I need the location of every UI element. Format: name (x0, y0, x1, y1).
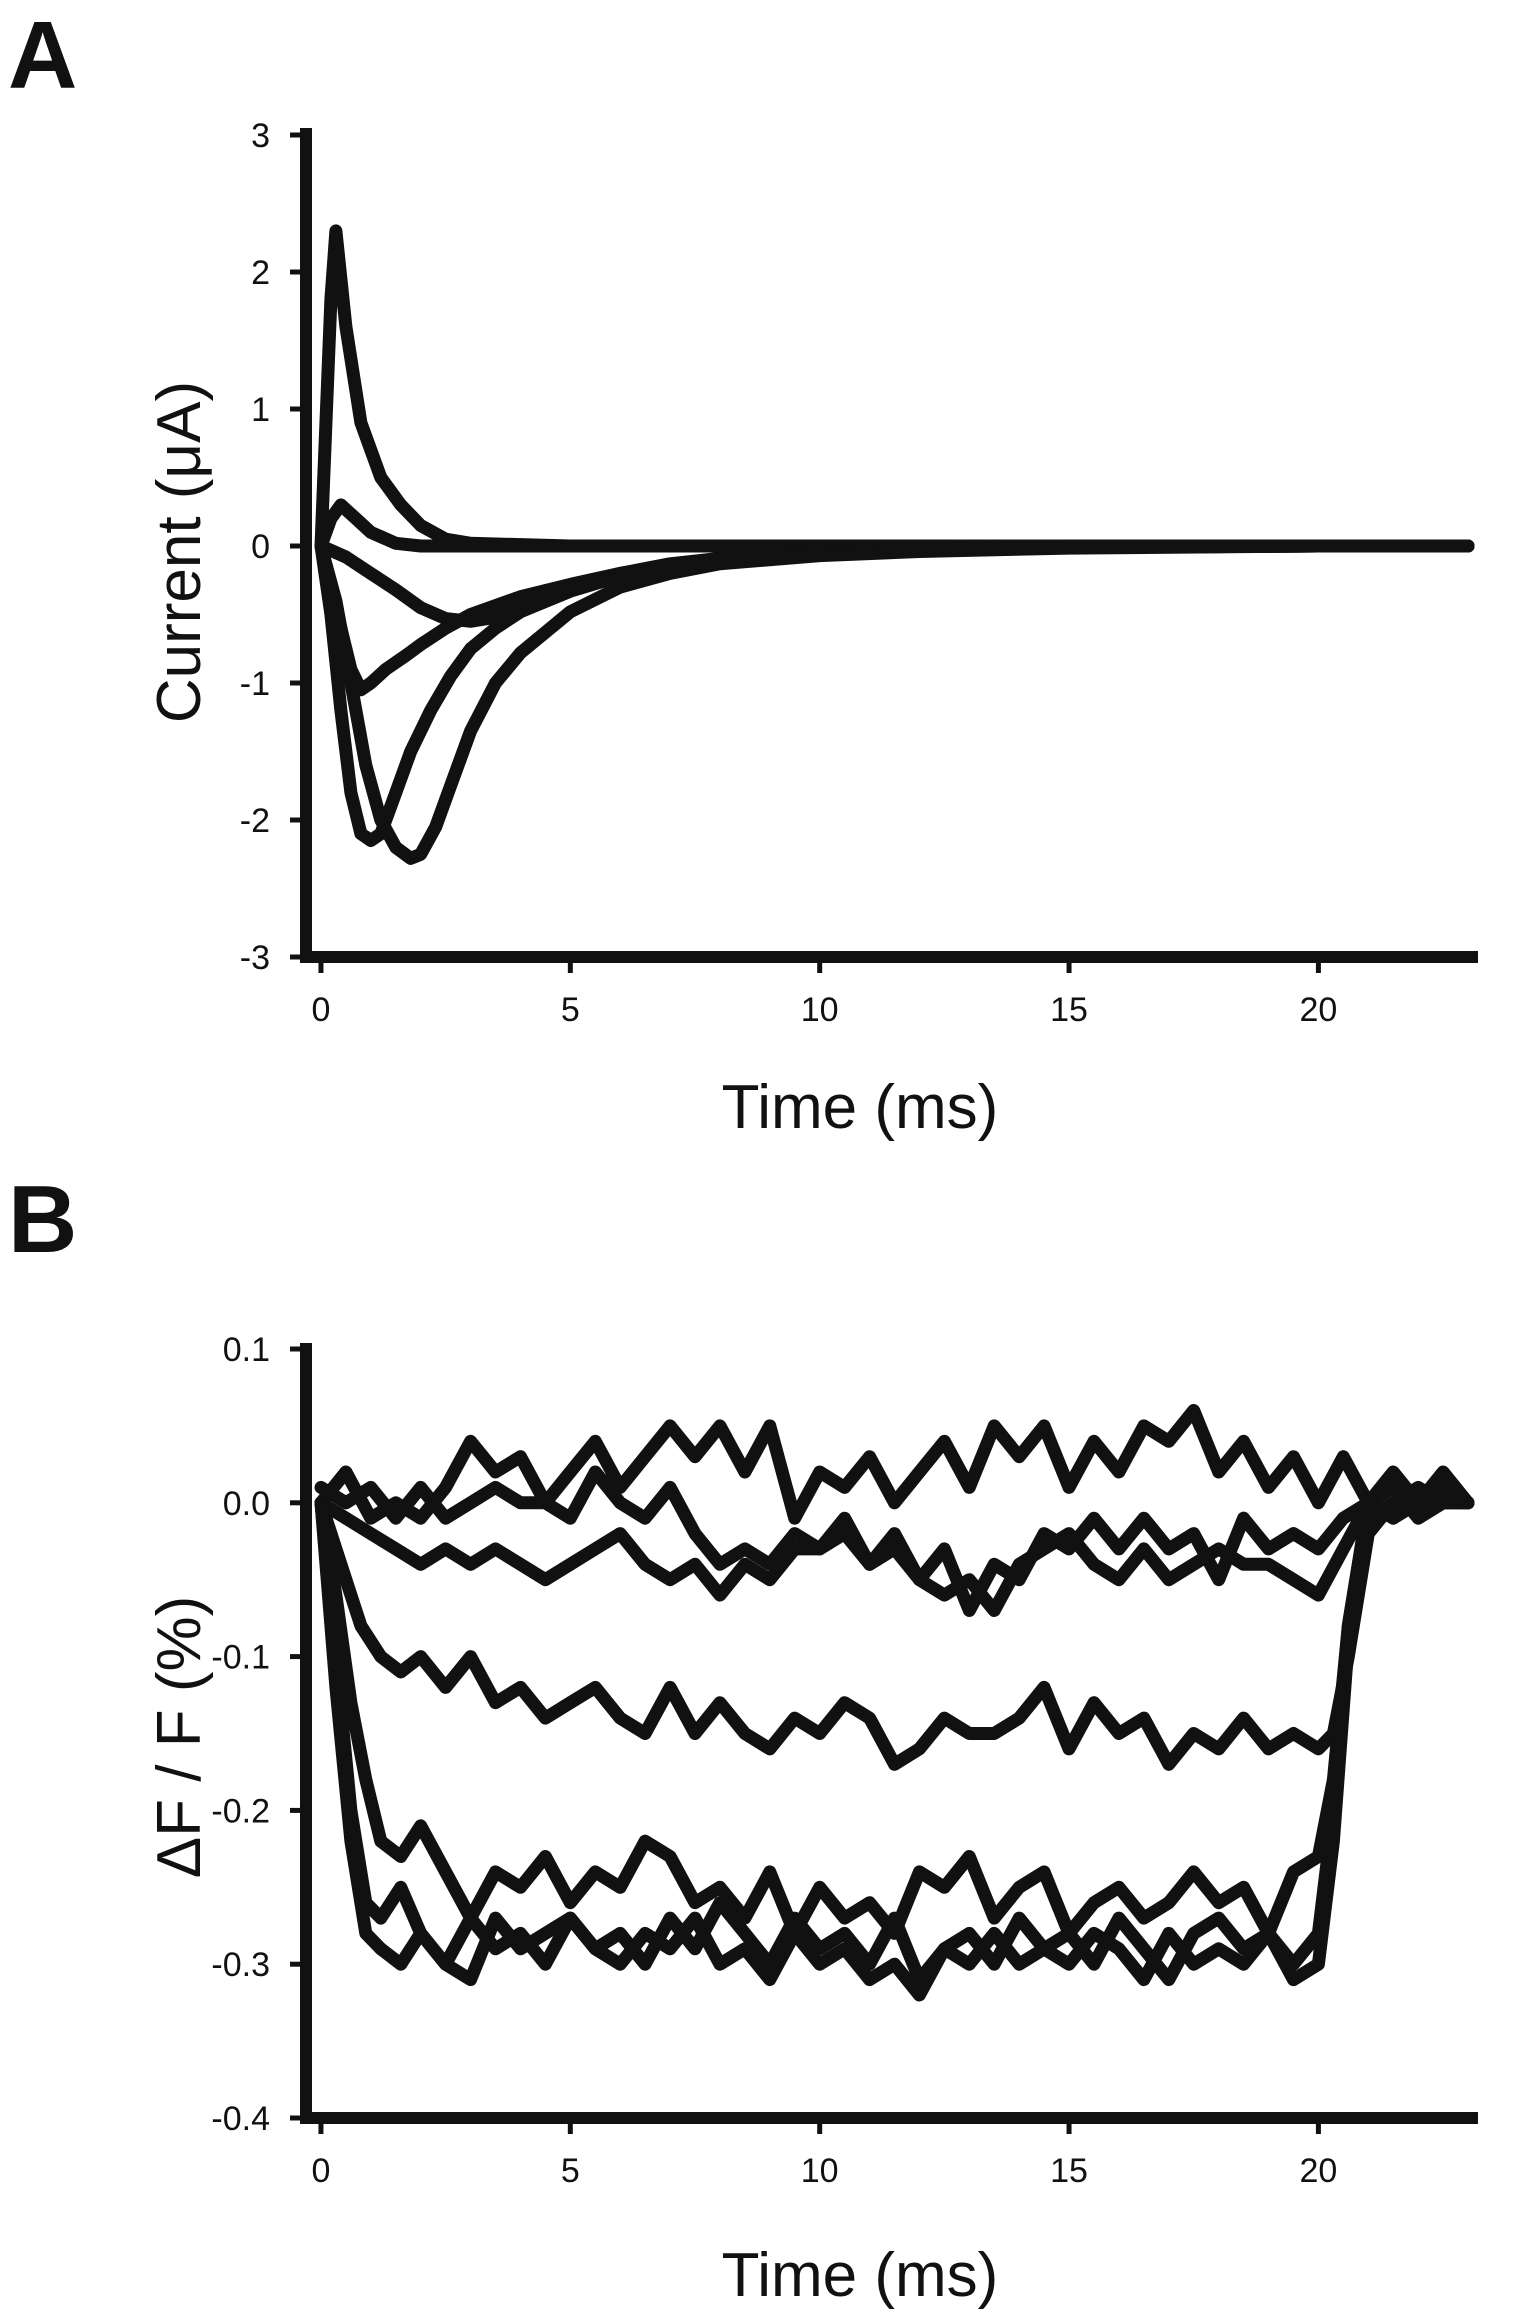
panel-a-y-tick-label: 2 (251, 254, 270, 292)
panel-b-x-ticks: 0 5 10 15 20 (312, 2118, 1337, 2190)
panel-a-y-tick-label: -3 (240, 939, 270, 977)
panel-b-trace-5 (314, 1480, 1475, 1940)
panel-b-trace-4 (314, 1480, 1475, 1771)
panel-a-x-tick-label: 15 (1050, 991, 1088, 1029)
panel-b-x-tick-label: 15 (1050, 2152, 1088, 2190)
panel-a-y-ticks: 3 2 1 0 -1 -2 -3 (240, 117, 306, 977)
panel-b-trace-7 (314, 1480, 1475, 2002)
panel-b-y-tick-label: -0.2 (211, 1792, 270, 1830)
panel-a-x-tick-label: 5 (561, 991, 580, 1029)
panel-a-y-axis-label: Current (μA) (145, 381, 214, 723)
panel-a-x-tick-label: 10 (801, 991, 839, 1029)
panel-a-trace-6 (314, 539, 1475, 865)
panel-a-traces (314, 224, 1475, 865)
panel-a-x-tick-label: 0 (312, 991, 331, 1029)
panel-a-x-tick-label: 20 (1299, 991, 1337, 1029)
panel-b-traces (314, 1404, 1475, 2002)
panel-a-x-axis-label: Time (ms) (722, 1073, 999, 1142)
panel-b-y-tick-label: -0.1 (211, 1639, 270, 1677)
panel-b-y-axis-label: ΔF / F (%) (145, 1596, 214, 1878)
panel-b-trace-3 (314, 1480, 1475, 1617)
panel-a-letter: A (8, 2, 77, 109)
panel-b-trace-1 (314, 1404, 1475, 1525)
panel-a-y-tick-label: -1 (240, 665, 270, 703)
panel-b-x-tick-label: 10 (801, 2152, 839, 2190)
panel-a-y-tick-label: 0 (251, 528, 270, 566)
panel-a-y-tick-label: 3 (251, 117, 270, 155)
panel-b-x-tick-label: 0 (312, 2152, 331, 2190)
panel-b: B 0.1 0.0 -0.1 -0.2 -0.3 -0.4 0 5 10 15 20 ΔF / F… (8, 1166, 1478, 2310)
panel-b-y-tick-label: -0.3 (211, 1946, 270, 1984)
panel-b-y-ticks: 0.1 0.0 -0.1 -0.2 -0.3 -0.4 (211, 1331, 306, 2138)
panel-b-x-tick-label: 20 (1299, 2152, 1337, 2190)
panel-a-y-tick-label: -2 (240, 802, 270, 840)
panel-b-y-tick-label: 0.1 (223, 1331, 270, 1369)
panel-b-y-tick-label: 0.0 (223, 1485, 270, 1523)
panel-b-x-axis-label: Time (ms) (722, 2241, 999, 2310)
panel-b-x-tick-label: 5 (561, 2152, 580, 2190)
panel-a-y-tick-label: 1 (251, 391, 270, 429)
panel-b-y-tick-label: -0.4 (211, 2100, 270, 2138)
panel-b-letter: B (8, 1166, 77, 1273)
panel-a-x-ticks: 0 5 10 15 20 (312, 957, 1337, 1029)
panel-b-trace-2 (314, 1465, 1475, 1617)
panel-a-trace-1 (314, 224, 1475, 553)
